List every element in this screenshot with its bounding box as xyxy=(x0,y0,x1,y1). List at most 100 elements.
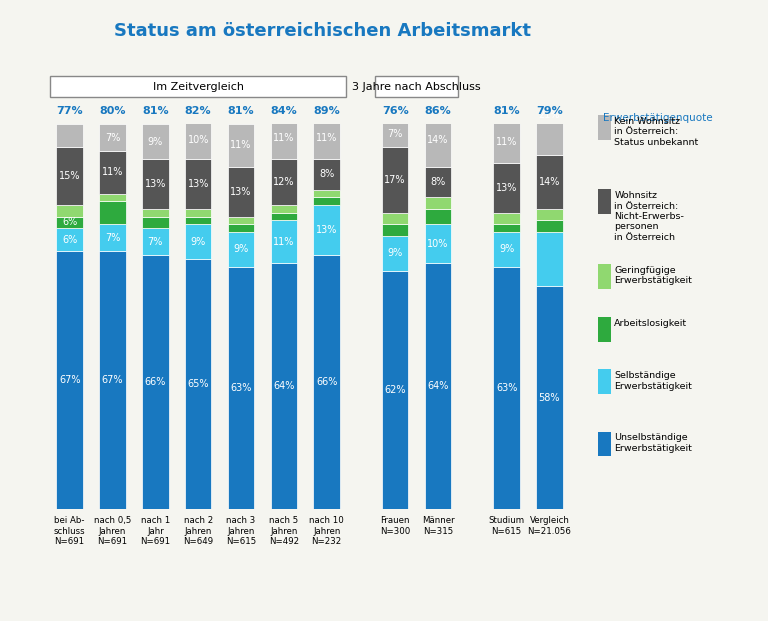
Text: 82%: 82% xyxy=(185,106,211,117)
Bar xyxy=(313,197,340,205)
Bar xyxy=(382,120,409,147)
Bar xyxy=(536,220,563,232)
Text: 9%: 9% xyxy=(233,244,249,255)
Text: 6%: 6% xyxy=(62,217,78,227)
Bar xyxy=(185,120,211,159)
Bar xyxy=(99,252,126,509)
Bar xyxy=(536,155,563,209)
Text: 89%: 89% xyxy=(313,106,340,117)
Bar xyxy=(536,232,563,286)
Text: 84%: 84% xyxy=(270,106,297,117)
Text: 7%: 7% xyxy=(388,129,403,139)
Bar xyxy=(382,147,409,213)
Bar xyxy=(425,197,452,209)
Bar xyxy=(536,209,563,220)
Bar xyxy=(142,217,169,228)
Bar xyxy=(99,194,126,201)
Bar xyxy=(270,213,297,220)
Text: Geringfügige
Erwerbstätigkeit: Geringfügige Erwerbstätigkeit xyxy=(614,266,692,285)
Bar xyxy=(493,224,520,232)
Text: Wohnsitz
in Österreich:
Nicht-Erwerbs-
personen
in Österreich: Wohnsitz in Österreich: Nicht-Erwerbs- p… xyxy=(614,191,684,242)
Bar xyxy=(185,224,211,259)
Text: 65%: 65% xyxy=(187,379,209,389)
Bar xyxy=(50,76,346,97)
Bar xyxy=(56,252,83,509)
Bar xyxy=(99,224,126,252)
Text: Im Zeitvergleich: Im Zeitvergleich xyxy=(153,81,243,92)
Text: Status am österreichischen Arbeitsmarkt: Status am österreichischen Arbeitsmarkt xyxy=(114,22,531,40)
Text: 66%: 66% xyxy=(316,377,337,387)
Bar xyxy=(227,217,254,224)
Bar xyxy=(99,151,126,194)
Bar xyxy=(142,255,169,509)
Bar xyxy=(313,205,340,255)
Text: 7%: 7% xyxy=(104,133,120,143)
Text: 80%: 80% xyxy=(99,106,126,117)
Bar xyxy=(56,228,83,252)
Bar xyxy=(185,159,211,209)
Text: 14%: 14% xyxy=(427,135,449,145)
Bar xyxy=(185,259,211,509)
Bar xyxy=(142,228,169,255)
Bar xyxy=(376,76,458,97)
Text: 13%: 13% xyxy=(496,183,518,193)
Bar xyxy=(142,159,169,209)
Bar xyxy=(425,166,452,197)
Bar xyxy=(56,147,83,205)
Bar xyxy=(313,189,340,197)
Text: 81%: 81% xyxy=(142,106,169,117)
Text: 9%: 9% xyxy=(190,237,206,247)
Bar xyxy=(425,224,452,263)
Bar xyxy=(425,209,452,224)
Text: 11%: 11% xyxy=(230,140,252,150)
Text: 77%: 77% xyxy=(56,106,83,117)
Bar xyxy=(270,159,297,205)
Text: 58%: 58% xyxy=(538,392,560,402)
Text: 3 Jahre nach Abschluss: 3 Jahre nach Abschluss xyxy=(353,81,481,92)
Bar xyxy=(493,120,520,163)
Bar xyxy=(185,217,211,224)
Text: 64%: 64% xyxy=(427,381,449,391)
Bar xyxy=(227,266,254,509)
Bar xyxy=(536,74,563,155)
Text: 21%: 21% xyxy=(538,109,560,120)
Text: 81%: 81% xyxy=(493,106,520,117)
Text: 6%: 6% xyxy=(62,235,78,245)
Text: 13%: 13% xyxy=(144,179,166,189)
Text: 11%: 11% xyxy=(273,133,294,143)
Bar xyxy=(142,209,169,217)
Text: 11%: 11% xyxy=(273,237,294,247)
Bar xyxy=(493,266,520,509)
Text: 67%: 67% xyxy=(59,375,81,385)
Bar xyxy=(536,286,563,509)
Bar xyxy=(313,117,340,159)
Text: 13%: 13% xyxy=(187,179,209,189)
Bar xyxy=(382,213,409,224)
Text: 14%: 14% xyxy=(538,177,560,187)
Bar xyxy=(227,166,254,217)
Text: Unselbständige
Erwerbstätigkeit: Unselbständige Erwerbstätigkeit xyxy=(614,433,692,453)
Text: 64%: 64% xyxy=(273,381,294,391)
Text: 8%: 8% xyxy=(319,170,334,179)
Bar xyxy=(493,213,520,224)
Bar xyxy=(99,201,126,224)
Bar xyxy=(493,232,520,266)
Bar xyxy=(227,224,254,232)
Bar xyxy=(382,236,409,271)
Bar xyxy=(56,205,83,217)
Text: Kein Wohnsitz
in Österreich:
Status unbekannt: Kein Wohnsitz in Österreich: Status unbe… xyxy=(614,117,699,147)
Text: 63%: 63% xyxy=(230,383,252,393)
Text: Selbständige
Erwerbstätigkeit: Selbständige Erwerbstätigkeit xyxy=(614,371,692,391)
Text: 81%: 81% xyxy=(227,106,254,117)
Bar xyxy=(270,117,297,159)
Text: 15%: 15% xyxy=(59,171,81,181)
Bar xyxy=(382,271,409,509)
Bar xyxy=(425,263,452,509)
Bar xyxy=(227,124,254,166)
Bar xyxy=(56,124,83,147)
Text: 12%: 12% xyxy=(273,177,295,187)
Bar xyxy=(313,255,340,509)
Text: Erwerbstätigenquote: Erwerbstätigenquote xyxy=(603,113,713,123)
Text: 11%: 11% xyxy=(316,133,337,143)
Text: 7%: 7% xyxy=(104,233,120,243)
